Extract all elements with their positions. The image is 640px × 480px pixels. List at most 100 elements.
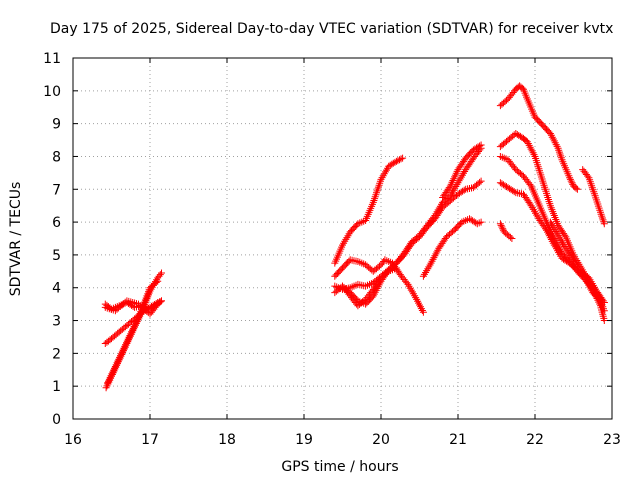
data-point [125,333,133,341]
data-point [414,297,422,305]
data-point [122,341,130,349]
x-axis: 16 17 18 19 20 21 22 23 [64,58,621,448]
data-point [154,277,162,285]
data-point [499,225,507,233]
data-point [550,241,558,249]
data-point [138,303,146,311]
data-point [455,177,463,185]
data-point [497,221,505,229]
data-point [152,302,160,310]
y-tick-label: 6 [52,215,61,231]
data-point [136,302,144,309]
plot-frame [72,57,613,420]
data-point [475,219,483,227]
data-point [392,157,400,165]
data-point [448,178,456,186]
data-point [477,141,485,149]
data-points [101,82,608,392]
y-tick-label: 9 [52,117,61,133]
data-point [118,348,126,356]
x-axis-title: GPS time / hours [281,459,398,475]
x-tick-label: 17 [141,432,159,448]
x-tick-label: 19 [295,432,313,448]
data-point [496,220,504,228]
data-point [508,235,516,242]
y-tick-label: 1 [52,379,61,395]
data-point [113,359,121,367]
data-point [429,255,437,263]
data-point [510,188,518,196]
x-tick-label: 23 [603,432,621,448]
data-point [600,307,608,315]
data-point [561,243,569,250]
data-point [476,142,484,150]
y-axis-title: SDTVAR / TECUs [8,182,24,297]
data-point [552,228,560,235]
data-point [573,185,581,193]
data-point [108,370,116,378]
data-point [412,294,420,302]
y-tick-label: 4 [52,281,61,297]
data-point [446,192,454,200]
data-point [498,223,506,231]
data-point [152,279,160,286]
data-point [555,249,563,257]
data-point [126,332,134,339]
data-point [600,299,608,306]
data-point [106,373,114,381]
data-point [158,269,165,277]
data-point [452,169,460,177]
data-point [584,172,592,180]
data-point [525,141,533,149]
data-point [476,178,484,186]
data-point [567,177,575,185]
data-point [396,156,403,164]
data-point [533,211,541,219]
data-point [561,231,569,239]
x-tick-label: 16 [64,432,82,448]
data-point [117,350,125,358]
data-point [462,217,470,224]
data-point [451,184,459,192]
data-point [565,250,573,258]
data-point [460,169,467,177]
data-point [590,283,598,291]
data-point [124,335,132,343]
data-point [477,218,485,226]
data-point [550,137,558,145]
data-point [599,297,607,305]
x-tick-label: 20 [372,432,390,448]
data-point [528,204,536,212]
data-point [407,286,415,294]
data-point [114,357,122,365]
data-point [385,258,393,265]
data-point [477,177,485,185]
data-point [600,317,608,324]
data-point [546,130,554,137]
data-point [377,175,385,183]
data-point [374,185,382,193]
data-point [552,141,560,149]
data-point [373,189,380,197]
data-point [449,177,457,184]
y-tick-label: 10 [43,84,61,100]
data-point [397,155,405,163]
data-point [568,179,576,187]
data-point [107,372,115,380]
data-point [419,308,427,316]
data-point [450,175,458,183]
data-point [121,342,129,350]
data-point [598,214,606,222]
y-tick-label: 8 [52,149,61,165]
data-point [431,212,439,219]
data-point [130,322,138,330]
data-point [399,154,407,162]
data-point [394,157,402,165]
data-point [548,237,556,245]
data-point [104,379,112,387]
data-point [424,265,432,273]
chart-title: Day 175 of 2025, Sidereal Day-to-day VTE… [50,21,613,37]
y-tick-label: 2 [52,346,61,362]
x-tick-label: 22 [526,432,544,448]
